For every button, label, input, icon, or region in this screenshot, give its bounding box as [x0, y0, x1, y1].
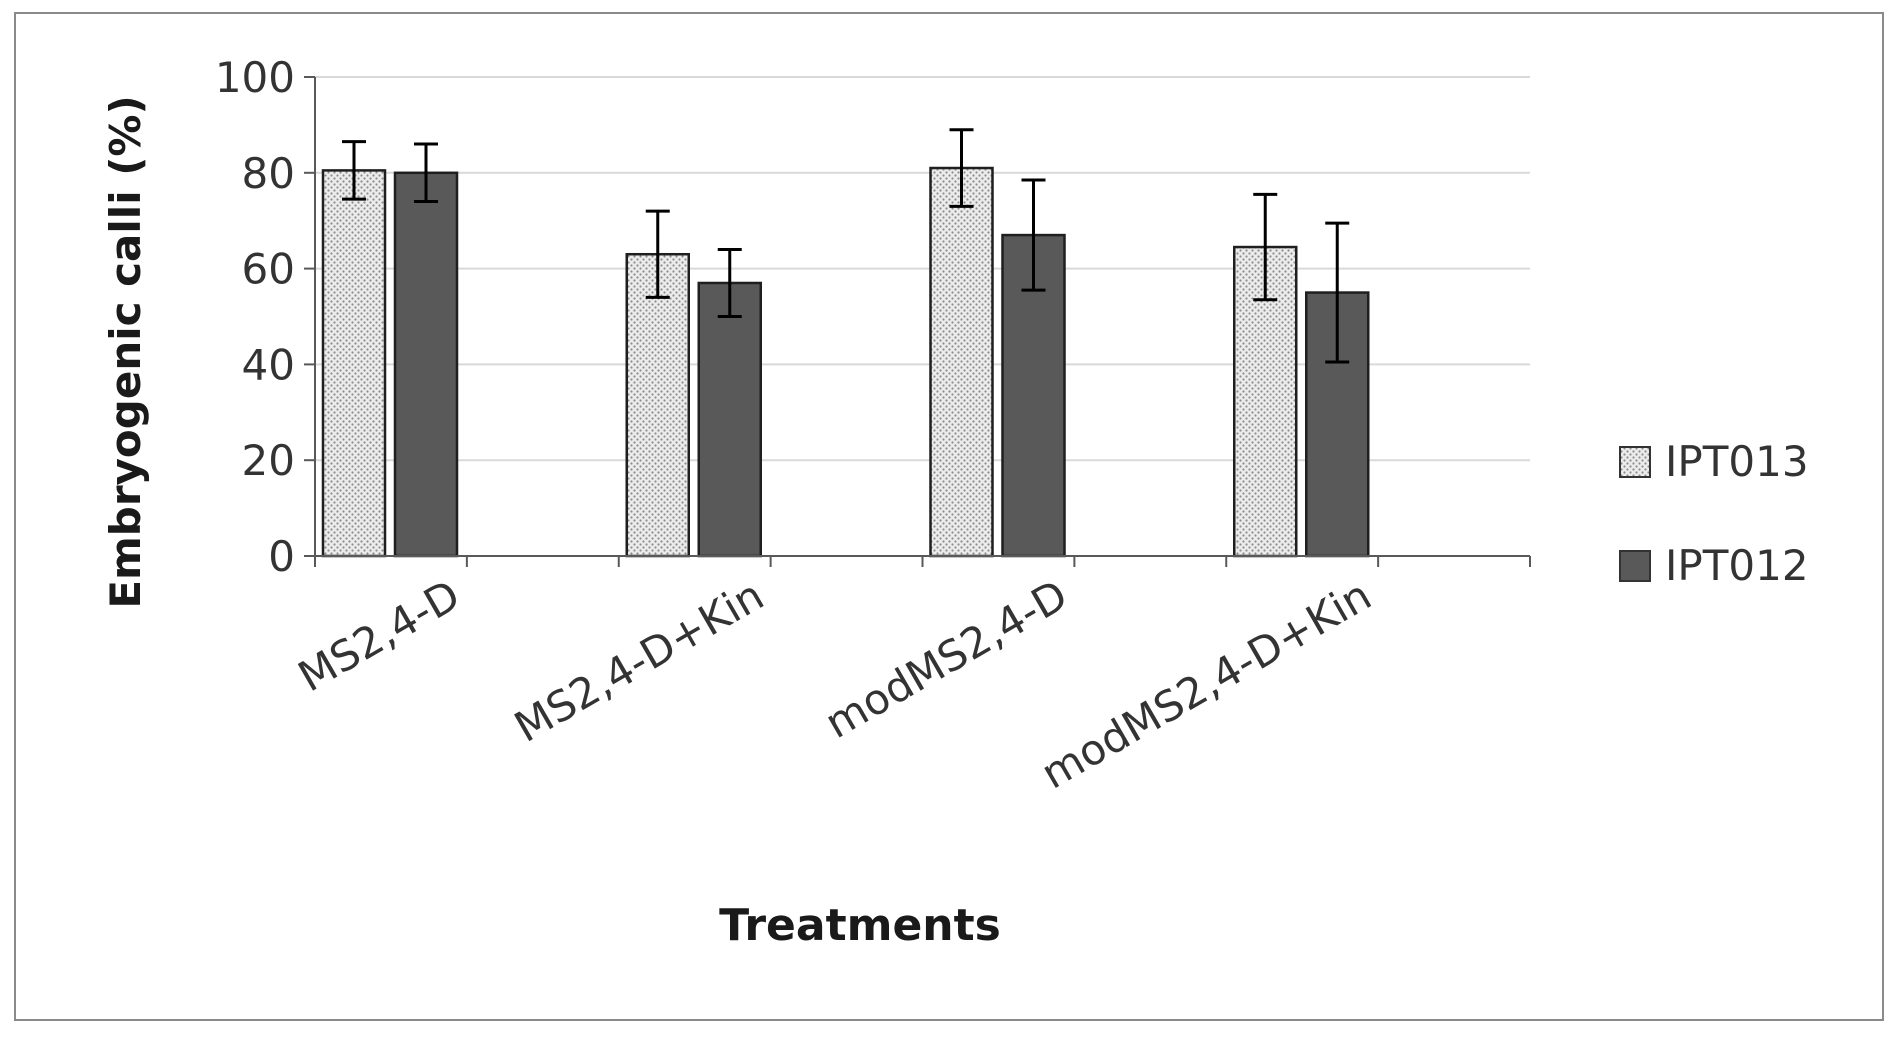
bar-ipt013-modms2-4-d	[929, 166, 994, 558]
legend: IPT013 IPT012	[1619, 437, 1809, 590]
y-axis-label: Embryogenic calli (%)	[101, 95, 150, 608]
bar-ipt012-ms2-4-d-kin	[697, 281, 762, 558]
y-tick-label-100: 100	[215, 53, 295, 102]
y-tick-label-60: 60	[242, 245, 295, 294]
y-tick-label-80: 80	[242, 149, 295, 198]
error-bars	[342, 128, 1350, 364]
x-axis-label: Treatments	[719, 900, 1001, 951]
y-tick-label-0: 0	[268, 532, 295, 581]
legend-item-ipt012: IPT012	[1619, 541, 1809, 590]
axes	[304, 76, 1531, 567]
bar-ipt012-ms2-4-d	[393, 171, 459, 558]
y-tick-label-40: 40	[242, 340, 295, 389]
legend-swatch-ipt013	[1619, 446, 1651, 478]
bar-ipt013-ms2-4-d-kin	[625, 252, 690, 558]
legend-label-ipt012: IPT012	[1665, 541, 1809, 590]
y-tick-labels: 0 20 40 60 80 100	[215, 53, 295, 581]
legend-item-ipt013: IPT013	[1619, 437, 1809, 486]
legend-label-ipt013: IPT013	[1665, 437, 1809, 486]
bar-ipt013-ms2-4-d	[321, 169, 387, 558]
y-tick-label-20: 20	[242, 436, 295, 485]
legend-swatch-ipt012	[1619, 550, 1651, 582]
